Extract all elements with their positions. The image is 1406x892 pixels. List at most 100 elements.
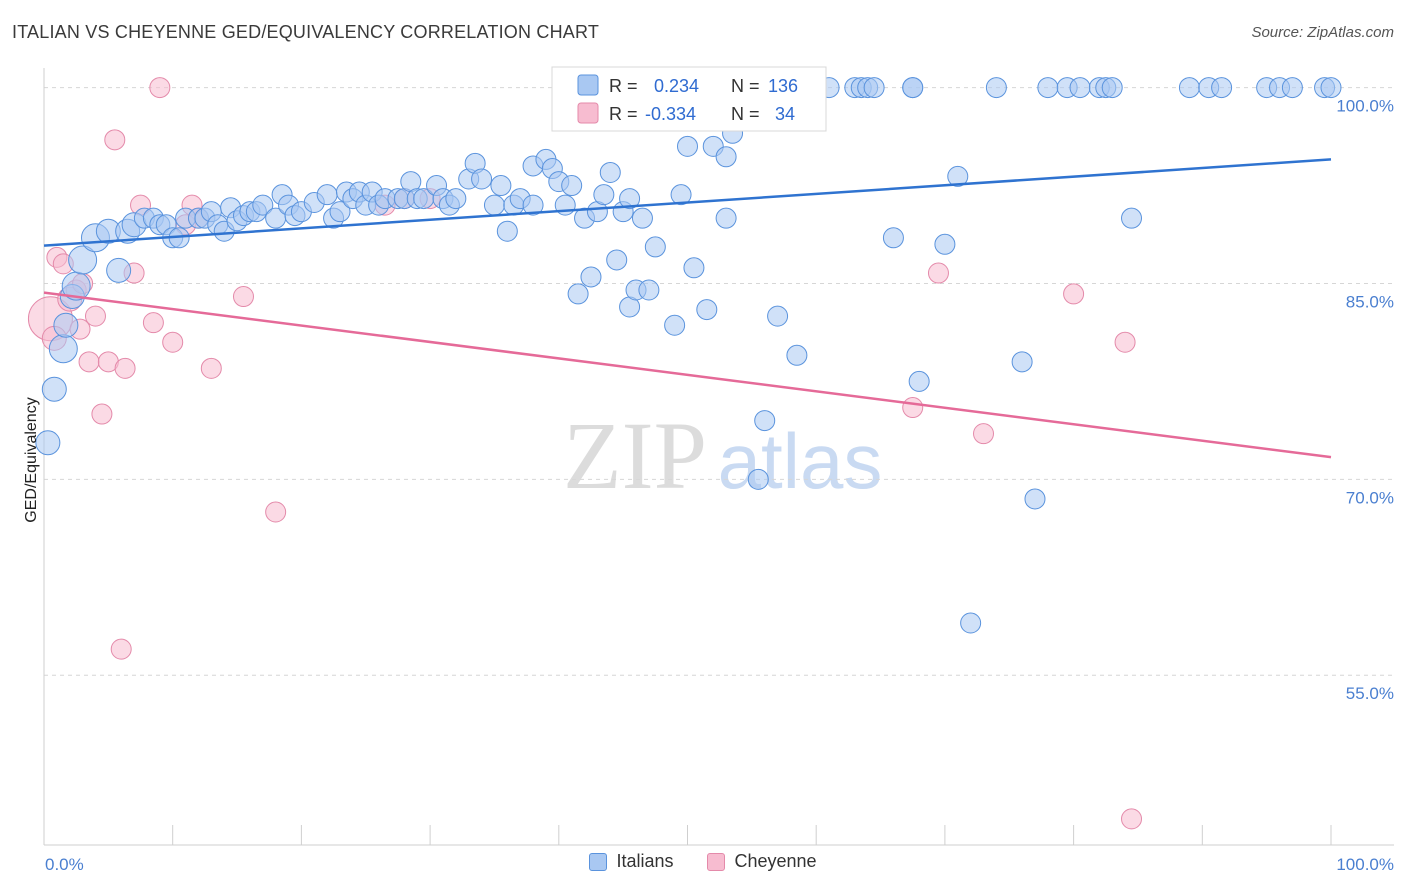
italians-point-117 — [1069, 77, 1091, 99]
italians-point-70 — [567, 283, 589, 305]
legend-r-value-italians: 0.234 — [654, 76, 699, 96]
italians-trend-line — [43, 158, 1332, 247]
italians-point-109 — [934, 233, 956, 255]
cheyenne-point-9 — [84, 305, 106, 327]
legend-r-label-cheyenne: R = — [609, 104, 638, 124]
legend-item-italians[interactable]: Italians — [589, 851, 673, 872]
italians-point-120 — [1101, 77, 1123, 99]
x-tick-min: 0.0% — [45, 855, 84, 874]
cheyenne-point-18 — [149, 77, 171, 99]
cheyenne-point-32 — [1063, 283, 1085, 305]
italians-point-86 — [677, 135, 698, 157]
series-legend: Italians Cheyenne — [0, 851, 1406, 872]
italians-point-29 — [252, 194, 274, 216]
italians-point-9 — [106, 257, 132, 283]
italians-point-2 — [48, 334, 78, 364]
cheyenne-point-10 — [91, 403, 113, 425]
italians-point-87 — [683, 257, 705, 279]
italians-point-129 — [1320, 77, 1342, 99]
italians-point-0 — [35, 430, 61, 456]
italians-point-69 — [561, 175, 583, 197]
cheyenne-point-24 — [232, 286, 254, 308]
italians-point-72 — [580, 266, 602, 288]
italians-point-127 — [1281, 77, 1303, 99]
cheyenne-point-12 — [104, 129, 126, 151]
italians-point-112 — [985, 77, 1007, 99]
chart-source: Source: ZipAtlas.com — [1251, 24, 1394, 41]
italians-point-78 — [619, 188, 641, 210]
italians-point-108 — [908, 370, 930, 392]
italians-point-104 — [863, 77, 885, 99]
y-tick-label-2: 70.0% — [1346, 488, 1394, 507]
italians-point-74 — [593, 184, 615, 206]
italians-point-75 — [599, 161, 621, 183]
cheyenne-point-30 — [927, 262, 949, 284]
italians-point-57 — [471, 168, 493, 190]
y-tick-label-1: 85.0% — [1346, 292, 1394, 311]
chart-title: ITALIAN VS CHEYENNE GED/EQUIVALENCY CORR… — [12, 22, 600, 42]
italians-point-81 — [631, 207, 653, 229]
italians-point-63 — [522, 194, 544, 216]
trend-lines — [43, 158, 1332, 459]
italians-point-76 — [606, 249, 628, 271]
italians-point-92 — [715, 146, 737, 168]
legend-label-cheyenne: Cheyenne — [734, 851, 817, 871]
italians-point-84 — [664, 314, 686, 336]
italians-point-99 — [786, 344, 808, 366]
watermark-atlas: atlas — [718, 417, 883, 505]
italians-point-114 — [1024, 488, 1046, 510]
x-tick-max: 100.0% — [1336, 855, 1394, 874]
legend-n-label-cheyenne: N = — [731, 104, 760, 124]
cheyenne-point-33 — [1114, 331, 1136, 353]
watermark-zip: ZIP — [563, 402, 707, 509]
cheyenne-trend-line — [43, 291, 1332, 459]
italians-point-1 — [41, 376, 67, 402]
cheyenne-point-19 — [162, 331, 184, 353]
italians-points — [35, 77, 1342, 634]
cheyenne-point-17 — [142, 312, 164, 334]
italians-point-95 — [747, 468, 769, 490]
italians-point-59 — [490, 175, 512, 197]
italians-point-60 — [496, 220, 518, 242]
italians-point-3 — [53, 312, 79, 338]
italians-point-122 — [1178, 77, 1200, 99]
cheyenne-swatch — [707, 852, 726, 871]
cheyenne-point-29 — [902, 397, 924, 419]
italians-point-38 — [329, 201, 351, 223]
italians-point-91 — [715, 207, 737, 229]
y-tick-label-0: 100.0% — [1336, 97, 1394, 116]
italians-point-110 — [947, 165, 969, 187]
italians-point-89 — [696, 299, 718, 321]
italians-point-54 — [445, 188, 467, 210]
y-tick-labels: 100.0% 85.0% 70.0% 55.0% — [1336, 97, 1394, 704]
italians-swatch — [589, 852, 608, 871]
legend-swatch-cheyenne — [577, 102, 599, 124]
italians-point-113 — [1011, 351, 1033, 373]
cheyenne-point-23 — [200, 357, 222, 379]
italians-point-85 — [670, 184, 692, 206]
italians-point-121 — [1121, 207, 1143, 229]
cheyenne-point-25 — [265, 501, 287, 523]
axes — [43, 68, 1394, 846]
legend-n-label-italians: N = — [731, 76, 760, 96]
italians-point-111 — [960, 612, 982, 634]
cheyenne-point-8 — [78, 351, 100, 373]
italians-point-36 — [316, 184, 338, 206]
italians-point-115 — [1037, 77, 1059, 99]
italians-point-105 — [882, 227, 904, 249]
gridlines — [44, 87, 1394, 676]
italians-point-97 — [754, 410, 776, 432]
italians-point-82 — [638, 279, 660, 301]
legend-swatch-italians — [577, 74, 599, 96]
italians-point-6 — [68, 245, 98, 275]
legend-item-cheyenne[interactable]: Cheyenne — [707, 851, 817, 872]
cheyenne-point-13 — [110, 638, 132, 660]
correlation-legend: R = 0.234 N = 136 R = -0.334 N = 34 — [551, 66, 827, 132]
legend-r-value-cheyenne: -0.334 — [645, 104, 696, 124]
italians-point-124 — [1211, 77, 1233, 99]
italians-point-107 — [902, 77, 924, 99]
cheyenne-point-14 — [114, 357, 136, 379]
y-axis-label: GED/Equivalency — [23, 397, 40, 522]
legend-label-italians: Italians — [616, 851, 674, 871]
